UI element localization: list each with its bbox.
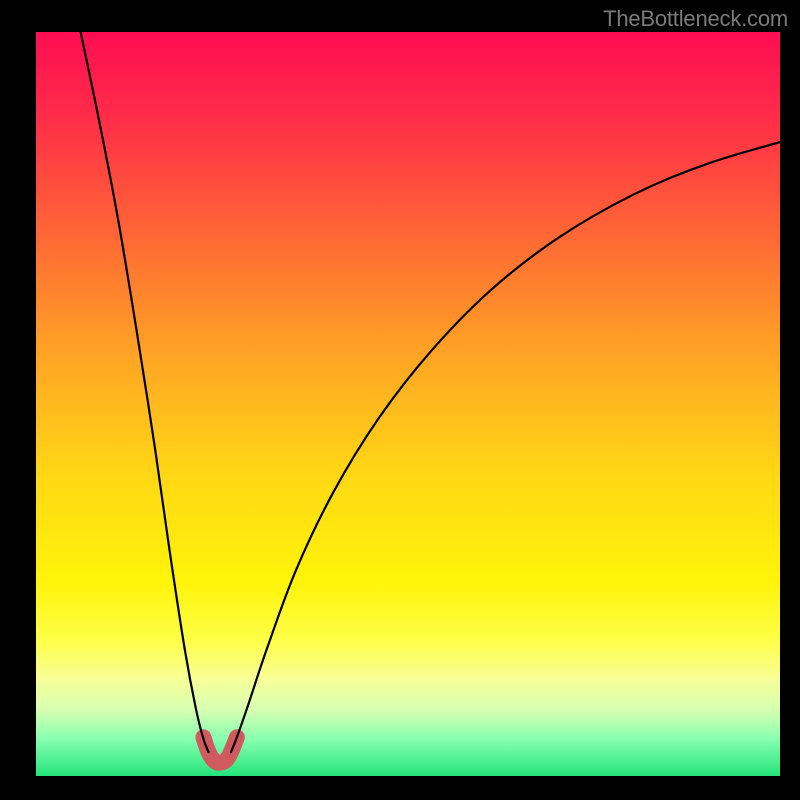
chart-canvas: TheBottleneck.com: [0, 0, 800, 800]
curves-layer: [36, 32, 780, 776]
left-curve: [81, 32, 209, 752]
plot-area: [36, 32, 780, 776]
right-curve: [231, 142, 780, 752]
watermark-text: TheBottleneck.com: [603, 6, 788, 32]
